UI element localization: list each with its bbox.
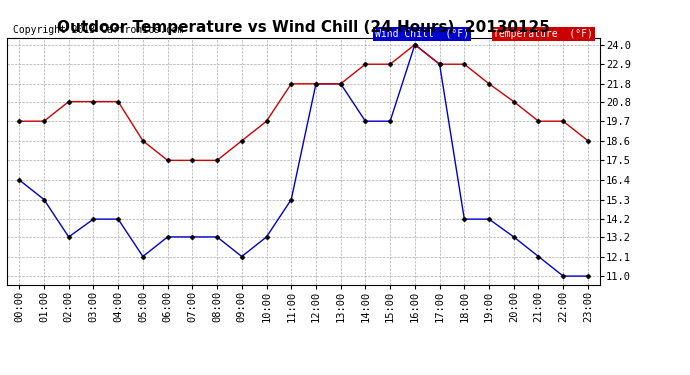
- Text: Temperature  (°F): Temperature (°F): [493, 29, 593, 39]
- Text: Copyright 2013 Cartronics.com: Copyright 2013 Cartronics.com: [13, 25, 184, 35]
- Title: Outdoor Temperature vs Wind Chill (24 Hours)  20130125: Outdoor Temperature vs Wind Chill (24 Ho…: [57, 20, 550, 35]
- Text: Wind Chill  (°F): Wind Chill (°F): [375, 29, 469, 39]
